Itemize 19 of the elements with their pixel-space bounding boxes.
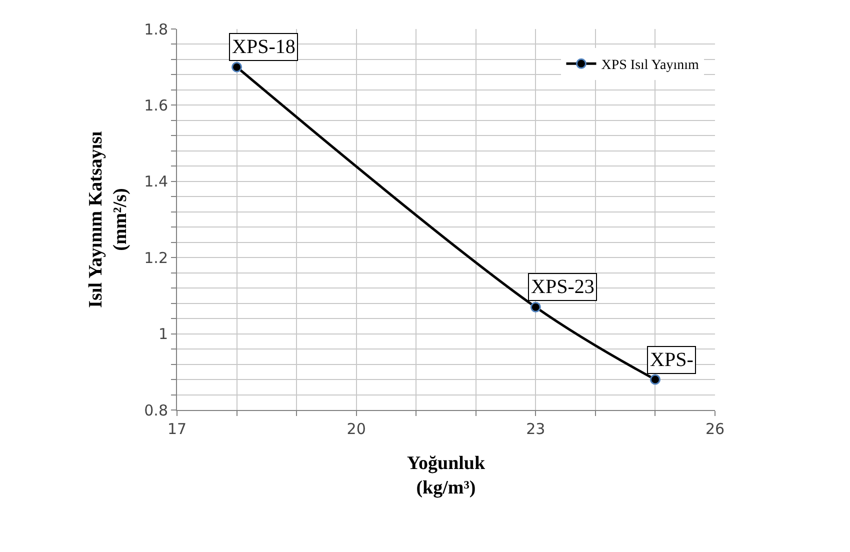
annotation: XPS-	[650, 349, 694, 371]
annotation: XPS-18	[232, 36, 296, 58]
x-tick-label: 23	[526, 420, 546, 438]
y-tick-label: 1.8	[144, 20, 168, 38]
x-tick-label: 20	[346, 420, 366, 438]
point	[232, 62, 242, 72]
y-tick-label: 1.4	[144, 172, 168, 191]
x-axis-title: Yoğunluk (kg/m³)	[406, 452, 486, 498]
legend-label: XPS Isıl Yayınım	[601, 58, 699, 74]
point	[530, 302, 541, 312]
point	[650, 374, 660, 385]
x-tick-label: 17	[167, 420, 187, 438]
y-axis-title: Isıl Yayınım Katsayısı (mm²/s)	[85, 131, 131, 308]
y-tick-label: 1	[158, 325, 168, 344]
annotation: XPS-23	[531, 276, 594, 298]
y-tick-label: 0.8	[144, 401, 168, 420]
x-tick-label: 26	[705, 420, 725, 438]
y-tick-label: 1.2	[144, 248, 168, 267]
y-tick-label: 1.6	[144, 96, 168, 114]
